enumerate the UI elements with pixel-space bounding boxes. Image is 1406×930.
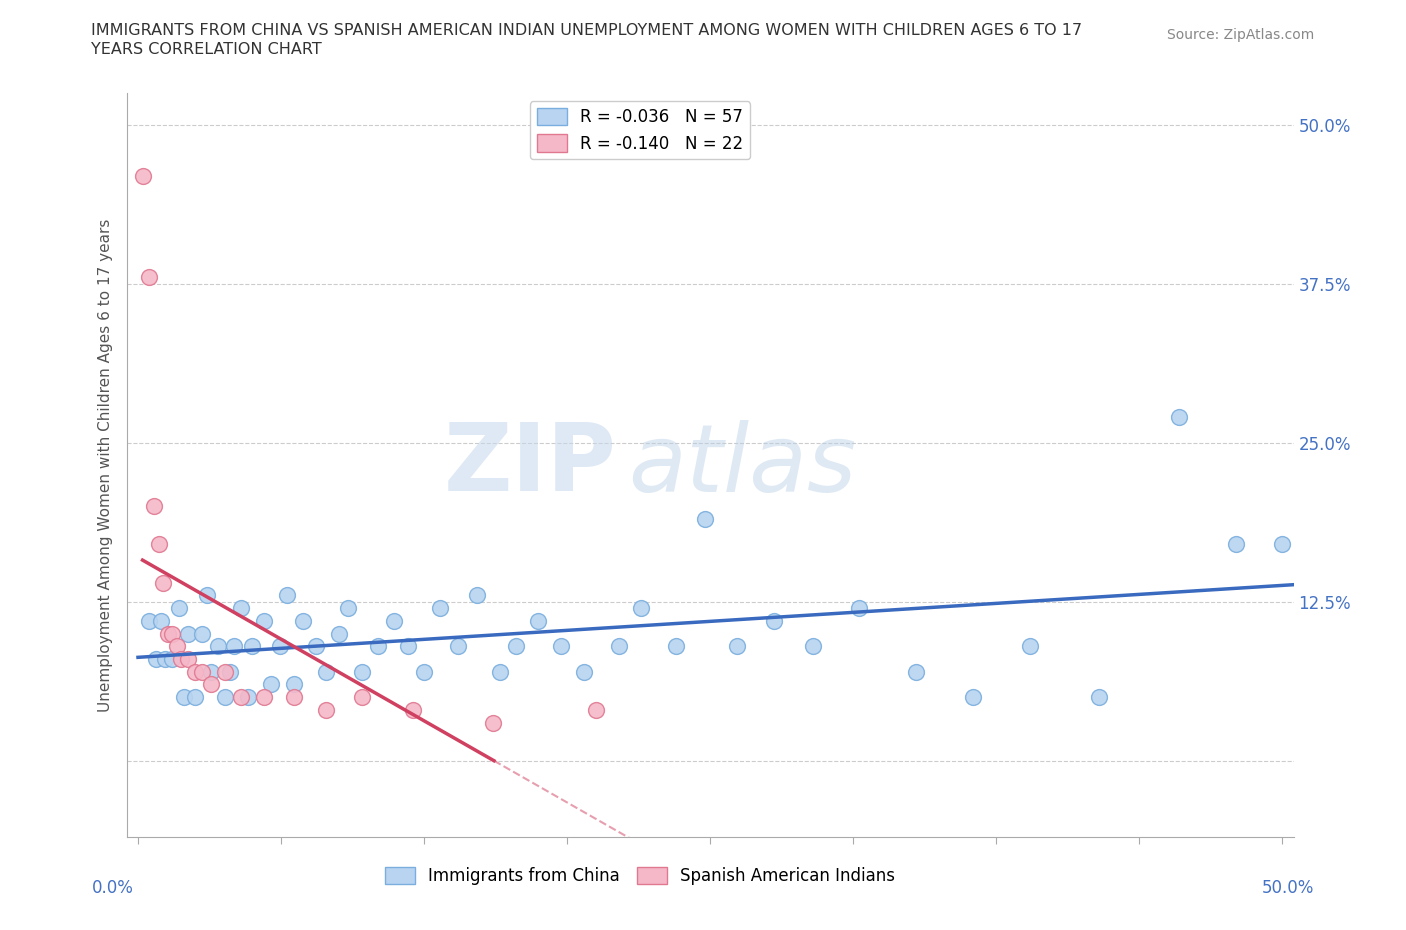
- Point: [162, 652, 184, 667]
- Point: [200, 664, 222, 679]
- Point: [429, 601, 451, 616]
- Point: [260, 677, 283, 692]
- Point: [447, 639, 470, 654]
- Point: [229, 601, 252, 616]
- Text: YEARS CORRELATION CHART: YEARS CORRELATION CHART: [91, 42, 322, 57]
- Text: 50.0%: 50.0%: [1263, 879, 1315, 897]
- Point: [173, 690, 195, 705]
- Point: [145, 652, 167, 667]
- Point: [143, 498, 166, 513]
- Point: [337, 601, 360, 616]
- Point: [177, 652, 200, 667]
- Point: [148, 537, 170, 551]
- Point: [505, 639, 527, 654]
- Point: [229, 690, 252, 705]
- Point: [177, 626, 200, 641]
- Text: atlas: atlas: [628, 419, 856, 511]
- Point: [283, 677, 305, 692]
- Point: [315, 702, 337, 717]
- Text: IMMIGRANTS FROM CHINA VS SPANISH AMERICAN INDIAN UNEMPLOYMENT AMONG WOMEN WITH C: IMMIGRANTS FROM CHINA VS SPANISH AMERICA…: [91, 23, 1083, 38]
- Point: [191, 626, 214, 641]
- Point: [276, 588, 298, 603]
- Point: [763, 614, 786, 629]
- Y-axis label: Unemployment Among Women with Children Ages 6 to 17 years: Unemployment Among Women with Children A…: [98, 219, 114, 711]
- Point: [315, 664, 337, 679]
- Point: [665, 639, 688, 654]
- Point: [367, 639, 389, 654]
- Point: [162, 626, 184, 641]
- Point: [152, 575, 174, 590]
- Point: [382, 614, 405, 629]
- Point: [236, 690, 259, 705]
- Point: [1088, 690, 1111, 705]
- Point: [200, 677, 222, 692]
- Point: [630, 601, 652, 616]
- Point: [170, 652, 193, 667]
- Point: [191, 664, 214, 679]
- Point: [801, 639, 824, 654]
- Point: [465, 588, 488, 603]
- Text: ZIP: ZIP: [444, 419, 617, 511]
- Point: [607, 639, 630, 654]
- Point: [572, 664, 595, 679]
- Point: [283, 690, 305, 705]
- Point: [962, 690, 984, 705]
- Point: [848, 601, 870, 616]
- Point: [1019, 639, 1042, 654]
- Point: [214, 664, 236, 679]
- Point: [305, 639, 328, 654]
- Point: [131, 168, 153, 183]
- Point: [269, 639, 291, 654]
- Point: [167, 601, 190, 616]
- Point: [155, 652, 177, 667]
- Point: [585, 702, 607, 717]
- Point: [253, 690, 276, 705]
- Point: [1271, 537, 1294, 551]
- Point: [695, 512, 717, 526]
- Point: [550, 639, 572, 654]
- Point: [138, 270, 160, 285]
- Point: [1225, 537, 1247, 551]
- Legend: Immigrants from China, Spanish American Indians: Immigrants from China, Spanish American …: [378, 860, 901, 892]
- Point: [138, 614, 160, 629]
- Point: [527, 614, 550, 629]
- Point: [413, 664, 436, 679]
- Point: [488, 664, 510, 679]
- Point: [184, 690, 207, 705]
- Point: [195, 588, 218, 603]
- Point: [149, 614, 172, 629]
- Point: [214, 690, 236, 705]
- Point: [253, 614, 276, 629]
- Point: [184, 664, 207, 679]
- Point: [222, 639, 245, 654]
- Point: [218, 664, 240, 679]
- Point: [352, 664, 374, 679]
- Point: [401, 702, 423, 717]
- Point: [1168, 410, 1191, 425]
- Point: [291, 614, 314, 629]
- Point: [242, 639, 264, 654]
- Point: [352, 690, 374, 705]
- Text: 0.0%: 0.0%: [91, 879, 134, 897]
- Point: [166, 639, 188, 654]
- Point: [207, 639, 229, 654]
- Text: Source: ZipAtlas.com: Source: ZipAtlas.com: [1167, 28, 1315, 42]
- Point: [328, 626, 350, 641]
- Point: [904, 664, 927, 679]
- Point: [156, 626, 179, 641]
- Point: [481, 715, 503, 730]
- Point: [727, 639, 749, 654]
- Point: [396, 639, 419, 654]
